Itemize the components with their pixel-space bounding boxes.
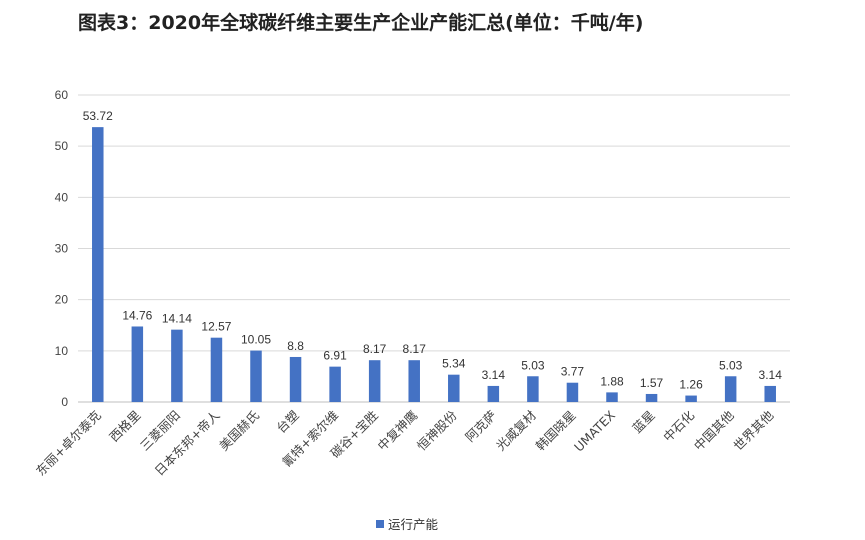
x-tick-label: 恒神股份 [414, 407, 460, 453]
bar [487, 385, 500, 402]
chart-title: 图表3：2020年全球碳纤维主要生产企业产能汇总(单位：千吨/年) [78, 12, 644, 34]
x-tick-label: 世界其他 [730, 407, 776, 453]
y-tick-label: 60 [55, 88, 69, 102]
data-label: 5.03 [521, 358, 545, 372]
y-tick-label: 10 [55, 344, 69, 358]
bar [606, 392, 618, 402]
data-label: 3.77 [561, 365, 585, 379]
data-label: 5.34 [442, 357, 466, 371]
x-tick-label: 美国赫氏 [216, 408, 262, 454]
y-tick-label: 40 [55, 190, 69, 204]
bar [527, 376, 539, 402]
data-label: 1.88 [600, 374, 624, 388]
data-label: 5.03 [719, 358, 743, 372]
data-label: 14.14 [162, 312, 192, 326]
bar [566, 382, 579, 402]
y-tick-label: 50 [55, 139, 69, 153]
bar [92, 127, 104, 403]
data-label: 10.05 [241, 333, 271, 347]
x-tick-label: 中复神鹰 [374, 408, 420, 454]
y-tick-label: 20 [55, 293, 69, 307]
bar [448, 374, 460, 402]
bar [408, 360, 420, 402]
x-tick-label: 西格里 [106, 408, 143, 445]
data-label: 3.14 [482, 368, 506, 382]
data-label: 8.17 [363, 342, 387, 356]
x-tick-label: 东丽+卓尔泰克 [33, 408, 104, 479]
data-label: 12.57 [201, 320, 231, 334]
data-label: 8.8 [287, 339, 304, 353]
bar [368, 360, 381, 402]
bar [250, 350, 262, 402]
data-label: 1.57 [640, 376, 664, 390]
data-label: 8.17 [403, 342, 427, 356]
x-tick-label: 阿克萨 [462, 408, 499, 445]
bar [131, 326, 144, 402]
bar [645, 393, 658, 402]
legend-swatch [376, 519, 384, 528]
x-tick-label: 韩国晓星 [533, 408, 579, 454]
bar [724, 376, 737, 402]
x-tick-label: 中石化 [660, 407, 697, 444]
bar [171, 329, 183, 402]
data-label: 6.91 [323, 349, 347, 363]
data-label: 3.14 [759, 368, 783, 382]
legend-label: 运行产能 [388, 517, 439, 532]
x-tick-label: 光威复材 [493, 408, 539, 454]
bar [329, 366, 341, 402]
x-tick-label: 蓝星 [629, 408, 657, 436]
y-tick-label: 30 [55, 242, 69, 256]
data-label: 14.76 [122, 308, 152, 322]
x-tick-label: UMATEX [571, 407, 618, 454]
x-tick-label: 台塑 [273, 408, 301, 436]
data-label: 1.26 [679, 378, 703, 392]
y-tick-label: 0 [61, 395, 68, 409]
bar [764, 385, 776, 402]
legend: 运行产能 [376, 514, 438, 533]
data-label: 53.72 [83, 109, 113, 123]
bar [289, 356, 302, 402]
bar [210, 337, 223, 402]
bar [685, 395, 697, 402]
x-tick-label: 中国其他 [691, 407, 737, 453]
